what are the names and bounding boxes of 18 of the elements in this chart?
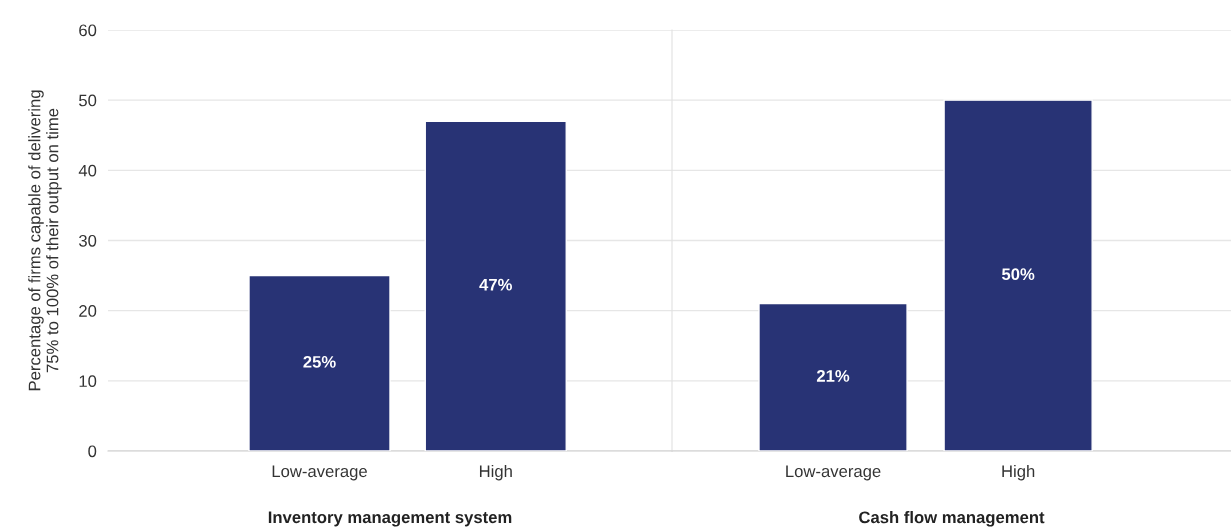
y-tick-label: 20 (79, 305, 97, 317)
x-axis-title: Inventory management system (268, 511, 512, 527)
data-label: 50% (1001, 268, 1035, 281)
data-label: 21% (816, 370, 850, 382)
data-label: 47% (479, 278, 512, 291)
x-axis-title: Cash flow management (859, 510, 1045, 527)
x-tick-label: High (1002, 464, 1035, 481)
y-tick-label: 40 (78, 164, 97, 177)
y-axis-title: Percentage of firms capable of delivering 75% to 100% of their output on time (28, 90, 62, 391)
y-tick-label: 30 (78, 234, 97, 247)
x-tick-label: Low-average (786, 465, 881, 481)
data-label: 25% (303, 355, 336, 368)
y-tick-label: 60 (79, 24, 97, 37)
y-tick-label: 10 (79, 375, 97, 388)
y-tick-label: 50 (79, 94, 97, 107)
y-tick-label: 0 (88, 445, 97, 458)
x-tick-label: High (479, 464, 512, 481)
x-tick-label: Low-average (272, 465, 367, 481)
